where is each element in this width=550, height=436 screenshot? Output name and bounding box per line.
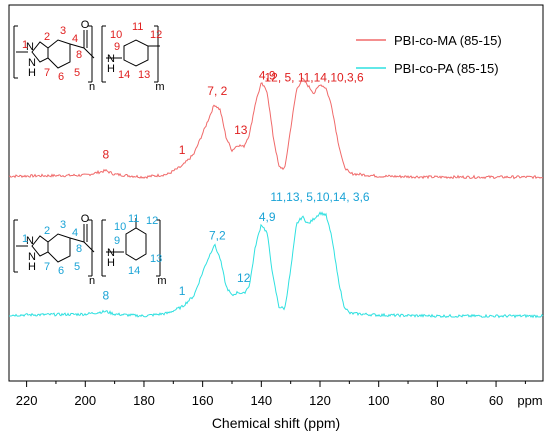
struct-top-o: O [81, 19, 90, 31]
struct-bottom-m-sub: m [157, 275, 166, 287]
struct-top-h-bottom: H [28, 67, 36, 79]
struct-bottom-label-4: 4 [72, 227, 78, 239]
struct-bottom-label-11: 11 [128, 213, 139, 225]
struct-bottom-label-6: 6 [58, 265, 64, 277]
struct-top-m-sub: m [155, 81, 164, 93]
struct-bottom-n-bottom: N [28, 251, 36, 263]
struct-top-label-11: 11 [132, 21, 143, 33]
struct-bottom-amide-n: N [107, 247, 115, 259]
struct-top-label-5: 5 [74, 67, 80, 79]
struct-bottom-label-9: 9 [114, 235, 120, 247]
x-tick-label-2: 180 [133, 393, 155, 408]
struct-top-label-10: 10 [110, 29, 122, 41]
struct-bottom-label-13: 13 [150, 253, 162, 265]
peak-label-11: 11,13, 5,10,14, 3,6 [270, 190, 370, 204]
plot-frame [8, 4, 544, 382]
struct-top-label-13: 13 [138, 69, 150, 81]
struct-bottom-n-top: N [26, 235, 34, 247]
struct-top-label-4: 4 [72, 33, 78, 45]
struct-bottom-amide-h: H [107, 257, 115, 269]
struct-top-label-3: 3 [60, 25, 66, 37]
series-layer [8, 77, 544, 319]
struct-top-label-14: 14 [118, 69, 130, 81]
struct-top-label-8: 8 [76, 49, 82, 61]
structure-bottom: N N H O N H n m 1 2 3 4 8 5 6 7 9 10 11 … [13, 213, 167, 287]
struct-top-label-2: 2 [44, 31, 50, 43]
peak-label-5: 12, 5, 11,14,10,3,6 [264, 70, 364, 84]
struct-top-n-top: N [26, 41, 34, 53]
struct-top-label-6: 6 [58, 71, 64, 83]
struct-bottom-label-5: 5 [74, 261, 80, 273]
legend-label-series-1: PBI-co-PA (85-15) [394, 61, 499, 76]
struct-bottom-label-14: 14 [128, 265, 140, 277]
struct-bottom-h-bottom: H [28, 261, 36, 273]
peak-label-8: 7,2 [209, 229, 226, 243]
peak-label-10: 4,9 [259, 210, 276, 224]
structure-top: N N H O N H n m 1 2 3 4 8 5 6 7 9 10 11 … [13, 19, 165, 93]
peak-label-3: 13 [234, 123, 248, 137]
x-tick-label-7: 80 [430, 393, 444, 408]
peak-label-7: 1 [179, 284, 186, 298]
peak-label-0: 8 [102, 148, 109, 162]
struct-bottom-label-12: 12 [146, 215, 158, 227]
struct-bottom-label-1: 1 [22, 233, 28, 245]
legend-label-series-0: PBI-co-MA (85-15) [394, 33, 502, 48]
x-tick-label-6: 100 [368, 393, 390, 408]
struct-top-n-bottom: N [28, 57, 36, 69]
struct-top-label-7: 7 [44, 67, 50, 79]
peak-label-1: 1 [179, 143, 186, 157]
x-tick-label-8: 60 [489, 393, 503, 408]
struct-bottom-n-sub: n [89, 275, 95, 287]
struct-bottom-o: O [81, 213, 90, 225]
struct-bottom-label-3: 3 [60, 219, 66, 231]
struct-top-label-12: 12 [150, 29, 162, 41]
x-tick-label-0: 220 [16, 393, 38, 408]
struct-bottom-label-8: 8 [76, 243, 82, 255]
legend: PBI-co-MA (85-15) PBI-co-PA (85-15) [356, 33, 502, 76]
struct-top-n-sub: n [89, 81, 95, 93]
struct-top-label-9: 9 [114, 41, 120, 53]
struct-top-amide-h: H [107, 63, 115, 75]
series-line-0 [8, 77, 543, 180]
x-tick-label-1: 200 [74, 393, 96, 408]
struct-top-label-1: 1 [22, 39, 28, 51]
struct-bottom-label-2: 2 [44, 225, 50, 237]
x-axis-title: Chemical shift (ppm) [212, 415, 340, 431]
x-axis-unit-label: ppm [517, 393, 542, 408]
peak-label-4: 4,9 [259, 69, 276, 83]
struct-bottom-label-10: 10 [114, 221, 126, 233]
x-tick-label-4: 140 [250, 393, 272, 408]
peak-label-2: 7, 2 [207, 84, 227, 98]
struct-bottom-label-7: 7 [44, 261, 50, 273]
x-tick-label-5: 120 [309, 393, 331, 408]
series-line-1 [9, 211, 544, 319]
peak-label-6: 8 [102, 288, 109, 302]
struct-top-amide-n: N [107, 53, 115, 65]
peak-label-9: 12 [237, 271, 251, 285]
x-tick-label-3: 160 [192, 393, 214, 408]
x-axis-ticks: 220 200 180 160 140 120 100 80 60 [16, 381, 526, 408]
